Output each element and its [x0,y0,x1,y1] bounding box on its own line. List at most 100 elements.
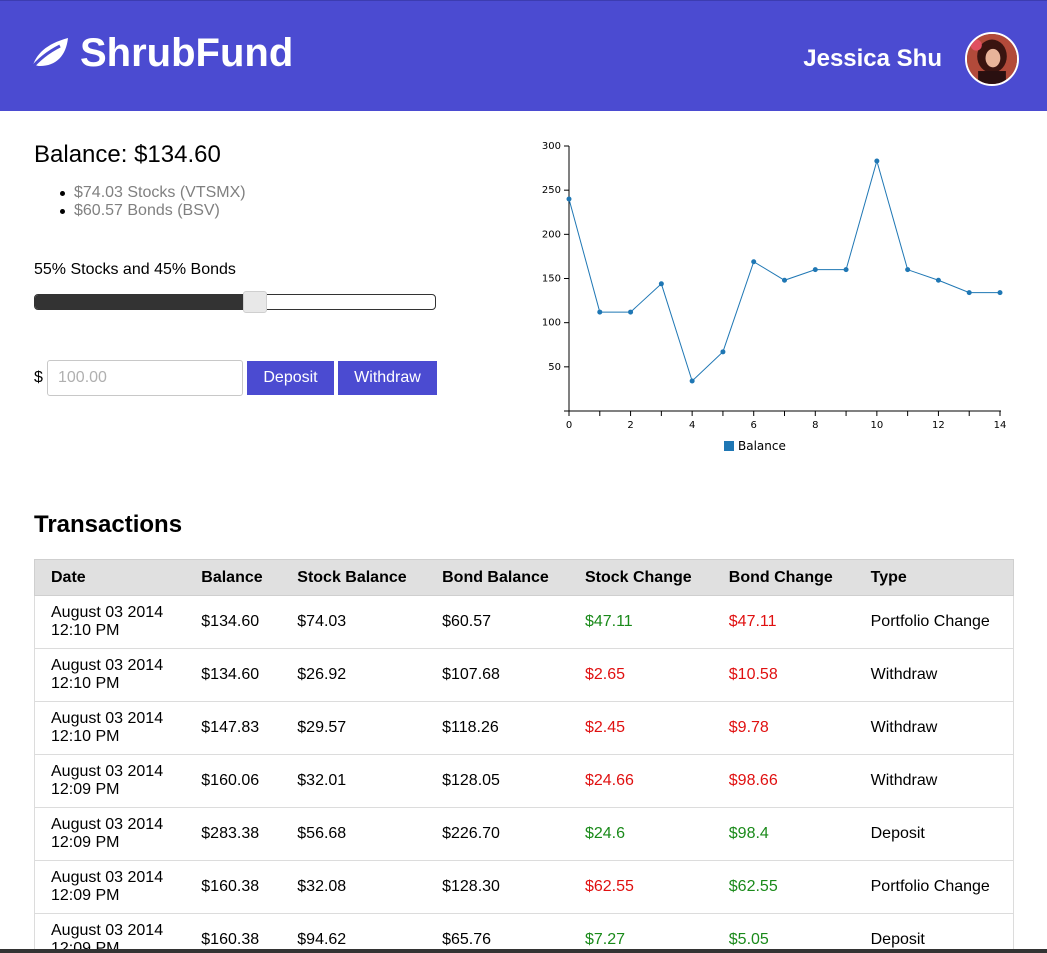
legend-label: Balance [738,439,786,453]
cell-bond-balance: $118.26 [426,701,569,755]
cell-bond-balance: $65.76 [426,913,569,953]
cell-type: Withdraw [854,754,1014,808]
table-row[interactable]: August 03 2014 12:10 PM $147.83 $29.57 $118.… [34,701,1014,755]
column-header: Date [34,559,186,596]
brand-logo[interactable]: ShrubFund [28,31,293,75]
data-point [843,267,849,273]
data-point [720,349,726,355]
y-tick-label: 200 [542,229,561,240]
leaf-icon [28,38,68,71]
cell-date: August 03 2014 12:10 PM [34,595,186,649]
column-header: Stock Change [568,559,713,596]
x-tick-label: 14 [994,420,1007,431]
cell-date-time: 12:09 PM [51,781,120,798]
column-header: Balance [185,559,282,596]
cell-balance: $147.83 [185,701,282,755]
cell-bond-change: $47.11 [712,595,855,649]
cell-bond-balance: $128.05 [426,754,569,808]
data-point [566,196,572,202]
transactions-title: Transactions [34,511,183,538]
x-tick-label: 8 [812,420,818,431]
slider-fill [35,295,255,309]
y-tick-label: 300 [542,141,561,152]
x-tick-label: 0 [566,420,572,431]
cell-bond-change: $10.58 [712,648,855,702]
x-tick-label: 12 [932,420,945,431]
cell-stock-balance: $74.03 [281,595,427,649]
holdings-list: $74.03 Stocks (VTSMX) $60.57 Bonds (BSV) [60,184,246,220]
cell-stock-change: $62.55 [568,860,713,914]
table-header-row: Date Balance Stock Balance Bond Balance Stoc… [34,559,1014,596]
cell-date-day: August 03 2014 [51,604,164,621]
cell-date-time: 12:10 PM [51,675,120,692]
y-tick-label: 250 [542,185,561,196]
data-point [628,309,634,315]
cell-bond-balance: $226.70 [426,807,569,861]
data-point [689,378,695,384]
cell-date-day: August 03 2014 [51,922,164,939]
amount-input[interactable] [47,360,243,396]
balance-chart: 50 100 150 200 250 300 0 2 4 6 8 10 12 14 Balance [542,141,1007,453]
table-row[interactable]: August 03 2014 12:09 PM $283.38 $56.68 $226.… [34,807,1014,861]
table-row[interactable]: August 03 2014 12:10 PM $134.60 $74.03 $60.5… [34,595,1014,649]
cell-date-day: August 03 2014 [51,763,164,780]
cell-type: Portfolio Change [854,860,1014,914]
app-header: ShrubFund Jessica Shu [0,0,1047,111]
bonds-holding: $60.57 Bonds (BSV) [60,202,246,220]
cell-date: August 03 2014 12:09 PM [34,860,186,914]
x-tick-label: 2 [627,420,633,431]
data-point [905,267,911,273]
cell-type: Deposit [854,807,1014,861]
data-point [874,158,880,164]
cell-bond-change: $9.78 [712,701,855,755]
cell-bond-change: $62.55 [712,860,855,914]
brand-name: ShrubFund [80,31,294,75]
data-point [997,290,1003,296]
y-tick-label: 50 [548,362,561,373]
data-point [935,277,941,283]
table-row[interactable]: August 03 2014 12:10 PM $134.60 $26.92 $107.… [34,648,1014,702]
deposit-button[interactable]: Deposit [247,361,334,395]
cell-stock-change: $7.27 [568,913,713,953]
cell-balance: $134.60 [185,648,282,702]
column-header: Bond Balance [426,559,569,596]
allocation-label: 55% Stocks and 45% Bonds [34,261,236,278]
cell-date: August 03 2014 12:10 PM [34,701,186,755]
avatar[interactable] [965,32,1019,86]
cell-date-day: August 03 2014 [51,657,164,674]
cell-bond-balance: $60.57 [426,595,569,649]
x-tick-label: 6 [751,420,757,431]
cell-bond-change: $5.05 [712,913,855,953]
cell-balance: $283.38 [185,807,282,861]
cell-stock-balance: $56.68 [281,807,427,861]
cell-bond-balance: $107.68 [426,648,569,702]
table-row[interactable]: August 03 2014 12:09 PM $160.38 $94.62 $65.7… [34,913,1014,953]
allocation-slider[interactable] [34,291,436,313]
cell-date: August 03 2014 12:09 PM [34,807,186,861]
user-name[interactable]: Jessica Shu [803,45,942,72]
cell-bond-change: $98.66 [712,754,855,808]
cell-date: August 03 2014 12:10 PM [34,648,186,702]
table-row[interactable]: August 03 2014 12:09 PM $160.38 $32.08 $128.… [34,860,1014,914]
data-point [597,309,603,315]
cell-stock-balance: $26.92 [281,648,427,702]
cell-date-time: 12:10 PM [51,728,120,745]
currency-symbol: $ [34,369,43,386]
cell-type: Portfolio Change [854,595,1014,649]
slider-handle[interactable] [243,291,267,313]
y-tick-label: 100 [542,318,561,329]
cell-type: Withdraw [854,648,1014,702]
data-point [966,290,972,296]
cell-date-day: August 03 2014 [51,869,164,886]
x-tick-label: 4 [689,420,695,431]
cell-stock-change: $47.11 [568,595,713,649]
data-point [751,259,757,265]
cell-stock-change: $24.66 [568,754,713,808]
cell-type: Withdraw [854,701,1014,755]
cell-type: Deposit [854,913,1014,953]
cell-stock-balance: $29.57 [281,701,427,755]
table-row[interactable]: August 03 2014 12:09 PM $160.06 $32.01 $128.… [34,754,1014,808]
cell-date-time: 12:09 PM [51,887,120,904]
withdraw-button[interactable]: Withdraw [338,361,437,395]
cell-date: August 03 2014 12:09 PM [34,913,186,953]
